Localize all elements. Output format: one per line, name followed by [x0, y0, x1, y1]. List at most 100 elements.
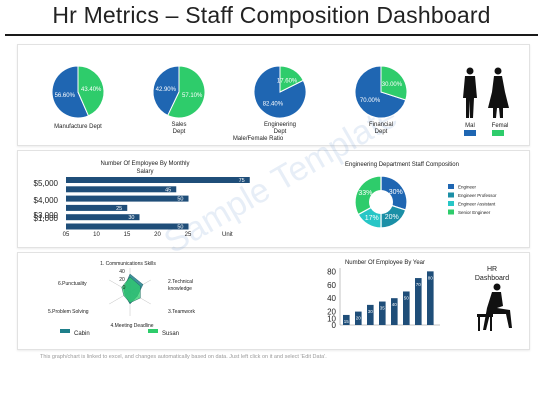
hr-dashboard-label-2: Dashboard: [475, 275, 509, 282]
pie-dept-label: Dept: [173, 129, 186, 135]
pie-female-label: 30.00%: [382, 82, 403, 88]
donut-slice-label: 17%: [365, 215, 379, 222]
year-y-tick: 0: [332, 321, 337, 330]
salary-bars: 75 45 50 25 30 50: [66, 177, 250, 231]
salary-bar: [66, 204, 128, 211]
salary-x-tick: 20: [154, 232, 161, 238]
panel-skills: [17, 252, 530, 350]
title-underline: [5, 34, 538, 36]
pie-female-label: 17.60%: [277, 78, 298, 84]
year-bar-label: 40: [392, 302, 398, 307]
salary-y-label: $1,000: [34, 214, 59, 223]
pie-slice-female: [380, 65, 408, 101]
staff-donut: 30% 20% 17% 33%: [354, 175, 408, 229]
radar-legend-label: Susan: [162, 331, 179, 337]
pie-dept-label: Financial: [369, 122, 393, 128]
pie-dept-label: Sales: [171, 122, 186, 128]
pie-slice-female: [167, 65, 206, 119]
salary-y-label: $5,000: [34, 179, 59, 188]
salary-bar-label: 50: [177, 225, 183, 231]
year-bar: [415, 278, 422, 325]
salary-bar-label: 75: [239, 178, 245, 184]
donut-legend-label: Engineer Professor: [458, 193, 497, 198]
salary-unit-label: Unit: [222, 232, 233, 238]
year-chart-title: Number Of Employee By Year: [345, 260, 425, 266]
salary-bar: [66, 186, 177, 193]
pie-slice-male: [354, 65, 407, 119]
salary-bar: [66, 195, 189, 202]
donut-legend-swatch: [448, 192, 454, 198]
radar-tick: 40: [119, 269, 125, 275]
male-legend-swatch: [464, 130, 476, 136]
pie-slice-male: [152, 65, 180, 117]
skills-radar: 40 20 0 1. Communications Skills 2.Technical…: [48, 261, 195, 329]
radar-axis-label: knowledge: [168, 286, 192, 292]
donut-slice-label: 30%: [389, 189, 403, 196]
pie-dept-label: Dept: [375, 129, 388, 135]
footer-note: This graph/chart is linked to excel, and…: [40, 354, 327, 360]
female-silhouette-icon: [488, 67, 509, 118]
female-legend-label: Femal: [492, 123, 509, 129]
pie-slice-female: [279, 65, 304, 93]
pie-dept-label: Dept: [274, 129, 287, 135]
radar-axis-label: 4.Meeting Deadline: [110, 323, 153, 329]
ratio-caption: Male/Female Ratio: [233, 136, 284, 142]
salary-bar: [66, 177, 250, 183]
hr-dashboard-label-1: HR: [487, 266, 497, 273]
title-bar: [0, 0, 543, 36]
donut-legend-swatch: [448, 184, 454, 189]
salary-x-tick: 10: [93, 232, 100, 238]
radar-tick: 0: [123, 285, 126, 291]
donut-title: Engineering Department Staff Composition: [345, 162, 459, 168]
donut-slice-label: 33%: [358, 190, 372, 197]
year-bar-label: 15: [344, 319, 350, 324]
radar-axis-label: 1. Communications Skills: [100, 261, 156, 267]
donut-legend: Engineer Engineer Professor Engineer Assis…: [448, 184, 497, 215]
seated-person-icon: [477, 283, 512, 331]
donut-legend-swatch: [448, 201, 454, 206]
donut-legend-label: Senior Engineer: [458, 210, 491, 215]
radar-axis-label: 6.Punctuality: [58, 281, 87, 287]
pie-slice-male: [51, 65, 90, 119]
donut-legend-label: Engineer: [458, 185, 477, 190]
salary-bar-label: 50: [177, 197, 183, 203]
year-bar: [403, 291, 410, 325]
year-y-tick: 60: [327, 281, 336, 290]
pie-male-label: 82.40%: [263, 102, 284, 108]
pie-female-label: 43.40%: [81, 87, 102, 93]
year-bar-label: 35: [380, 306, 386, 311]
ratio-pies: 56.60% 43.40% Manufacture Dept 42.90% 57.10%…: [51, 65, 408, 135]
year-bar: [379, 301, 386, 325]
pie-female-label: 57.10%: [182, 93, 203, 99]
donut-legend-swatch: [448, 209, 454, 215]
salary-bar-label: 45: [165, 187, 171, 193]
pie-male-label: 42.90%: [156, 87, 177, 93]
radar-axis-label: 2.Technical: [168, 279, 193, 285]
salary-x-tick: 25: [185, 232, 192, 238]
radar-legend: Cabin Susan: [60, 329, 179, 337]
pie-male-label: 56.60%: [55, 93, 76, 99]
female-legend-swatch: [492, 130, 504, 136]
pie-male-label: 70.00%: [360, 98, 381, 104]
donut-slice-label: 20%: [385, 214, 399, 221]
year-y-tick: 80: [327, 267, 336, 276]
salary-bar-label: 30: [128, 215, 134, 221]
pie-dept-label: Manufacture Dept: [54, 124, 102, 130]
male-silhouette-icon: [463, 67, 477, 118]
salary-y-label: $4,000: [34, 196, 59, 205]
pie-dept-label: Engineering: [264, 122, 296, 128]
salary-y-label: $3,000: [34, 211, 59, 220]
salary-bar: [66, 223, 189, 230]
year-bar-label: 70: [416, 282, 422, 287]
radar-legend-swatch: [148, 329, 158, 333]
salary-y-labels: $5,000 $4,000 $3,000$1,000: [34, 179, 59, 223]
salary-bar: [66, 214, 140, 221]
radar-tick: 20: [119, 277, 125, 283]
salary-x-tick: 05: [63, 232, 70, 238]
radar-axis-label: 3.Teamwork: [168, 309, 195, 315]
radar-series-area: [121, 276, 141, 304]
salary-x-ticks: 05 10 15 20 25: [63, 232, 192, 238]
year-bar-label: 30: [368, 309, 374, 314]
